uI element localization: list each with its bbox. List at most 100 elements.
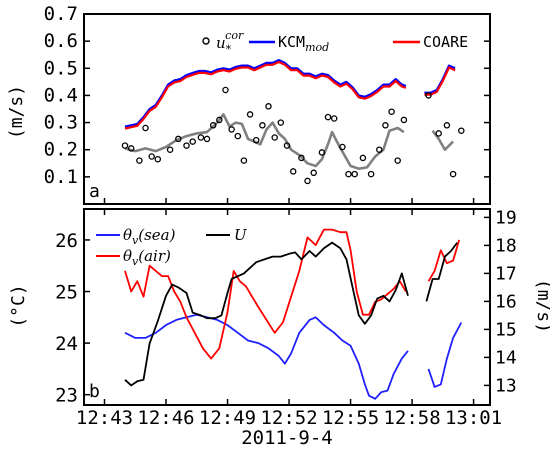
scatter-point-ustar-11: [203, 135, 211, 143]
y-tick-label-a-6: 0.7: [44, 3, 78, 25]
y-tick-label-b-right-3: 16: [495, 291, 517, 312]
series-line-gray-smoothed-seg-0: [124, 113, 405, 170]
scatter-point-ustar-30: [324, 113, 332, 121]
y-tick-label-a-5: 0.6: [44, 30, 78, 52]
scatter-point-ustar-32: [339, 143, 346, 151]
panel-b-left-y-ticks: 23 24 25 26: [55, 230, 90, 407]
scatter-point-ustar-36: [367, 170, 375, 178]
scatter-point-ustar-25: [289, 168, 297, 175]
scatter-point-ustar-16: [234, 132, 242, 140]
scatter-point-ustar-1: [127, 145, 135, 152]
scatter-point-ustar-20: [259, 122, 266, 129]
series-line-theta-air-seg-1: [427, 239, 461, 282]
series-line-coare-seg-0: [124, 60, 407, 130]
x-tick-label-5: 12:58: [383, 407, 440, 429]
panel-a-y-ticks: 0.1 0.2 0.3 0.4 0.5 0.6 0.7: [44, 3, 490, 188]
scatter-point-ustar-44: [443, 122, 451, 129]
scatter-point-ustar-5: [154, 155, 162, 163]
panel-a: 0.1 0.2 0.3 0.4 0.5 0.6 0.7 (m/s) a u*cor KCMm…: [6, 3, 491, 205]
y-tick-label-b-right-0: 13: [495, 375, 517, 396]
x-tick-label-3: 12:52: [260, 407, 317, 429]
panel-b-plot-area: [124, 228, 463, 400]
series-line-coare-seg-1: [424, 66, 456, 96]
scatter-point-ustar-9: [189, 138, 196, 145]
panel-b-right-y-axis-label: (m/s): [533, 279, 550, 333]
scatter-point-ustar-22: [271, 134, 278, 141]
panel-a-legend: u*cor KCMmod COARE: [202, 29, 468, 56]
y-tick-label-b-right-6: 19: [495, 207, 517, 228]
panel-b-frame: [83, 208, 491, 406]
y-tick-label-b-left-2: 25: [55, 282, 78, 304]
y-tick-label-b-left-3: 26: [55, 230, 78, 252]
scatter-point-ustar-23: [277, 119, 285, 126]
legend-marker-ustar: [202, 37, 210, 45]
scatter-point-ustar-39: [388, 108, 395, 115]
scatter-point-ustar-2: [136, 157, 143, 164]
series-line-theta-sea-seg-0: [124, 313, 409, 400]
scatter-point-ustar-26: [298, 154, 305, 162]
scatter-point-ustar-42: [425, 92, 432, 99]
y-tick-label-a-0: 0.1: [44, 166, 78, 188]
scatter-point-ustar-15: [228, 126, 235, 133]
scatter-point-ustar-31: [330, 115, 338, 122]
scatter-point-ustar-19: [252, 136, 260, 144]
scatter-point-ustar-4: [148, 153, 155, 160]
scatter-point-ustar-18: [246, 111, 254, 118]
x-tick-label-4: 12:55: [322, 407, 379, 429]
y-tick-label-a-3: 0.4: [44, 84, 78, 106]
panel-b-left-y-axis-label: (°C): [8, 284, 29, 327]
legend-label-coare: COARE: [423, 33, 468, 51]
scatter-point-ustar-40: [394, 157, 401, 164]
scatter-point-ustar-27: [304, 177, 311, 185]
panel-a-label: a: [89, 181, 100, 202]
y-tick-label-b-right-5: 18: [495, 235, 517, 256]
scatter-point-ustar-45: [449, 170, 457, 178]
scatter-point-ustar-17: [240, 157, 248, 164]
series-line-gray-smoothed-seg-1: [431, 129, 455, 151]
scatter-point-ustar-37: [376, 146, 383, 153]
scatter-point-ustar-12: [209, 122, 217, 129]
legend-label-u: U: [234, 226, 248, 244]
scatter-point-ustar-8: [183, 142, 190, 149]
x-tick-label-6: 13:01: [445, 407, 502, 429]
scatter-point-ustar-34: [351, 170, 358, 178]
series-line-theta-air-seg-0: [124, 228, 407, 360]
series-line-theta-sea-seg-1: [427, 322, 463, 388]
legend-label-ustar: u*cor: [216, 29, 244, 56]
legend-label-theta-sea: θv(sea): [123, 226, 176, 247]
scatter-point-ustar-7: [175, 135, 182, 143]
scatter-point-ustar-24: [283, 142, 291, 149]
x-axis-label: 2011-9-4: [241, 427, 333, 449]
panel-a-x-ticks: [103, 198, 475, 204]
x-tick-label-2: 12:49: [199, 407, 256, 429]
scatter-point-ustar-33: [345, 170, 352, 178]
panel-a-frame: [83, 13, 491, 205]
panel-b-x-ticks: 12:43 12:46 12:49 12:52 12:55 12:58 13:01: [76, 209, 502, 429]
legend-label-kcm: KCMmod: [278, 33, 329, 54]
x-tick-label-0: 12:43: [76, 407, 133, 429]
scatter-point-ustar-35: [359, 154, 367, 162]
x-tick-label-1: 12:46: [137, 407, 194, 429]
y-tick-label-b-left-0: 23: [55, 385, 78, 407]
scatter-point-ustar-28: [310, 169, 317, 177]
scatter-point-ustar-41: [400, 116, 408, 124]
scatter-point-ustar-29: [318, 149, 326, 156]
panel-a-y-axis-label: (m/s): [6, 85, 27, 139]
scatter-point-ustar-43: [435, 130, 442, 137]
scatter-point-ustar-6: [166, 146, 174, 153]
scatter-point-ustar-21: [265, 103, 272, 110]
scatter-point-ustar-0: [121, 142, 129, 149]
panel-b-label: b: [89, 381, 100, 402]
panel-b-right-y-ticks: 13 14 15 16 17 18 19: [484, 207, 517, 396]
series-line-wind-u-seg-1: [425, 242, 458, 302]
y-tick-label-a-4: 0.5: [44, 57, 78, 79]
y-tick-label-b-left-1: 24: [55, 333, 78, 355]
scatter-point-ustar-3: [142, 124, 149, 132]
series-line-wind-u-seg-0: [124, 241, 409, 387]
scatter-point-ustar-14: [222, 86, 229, 94]
y-tick-label-b-right-1: 14: [495, 347, 517, 368]
series-line-kcm-mod-seg-0: [124, 58, 407, 128]
y-tick-label-a-1: 0.2: [44, 139, 78, 161]
